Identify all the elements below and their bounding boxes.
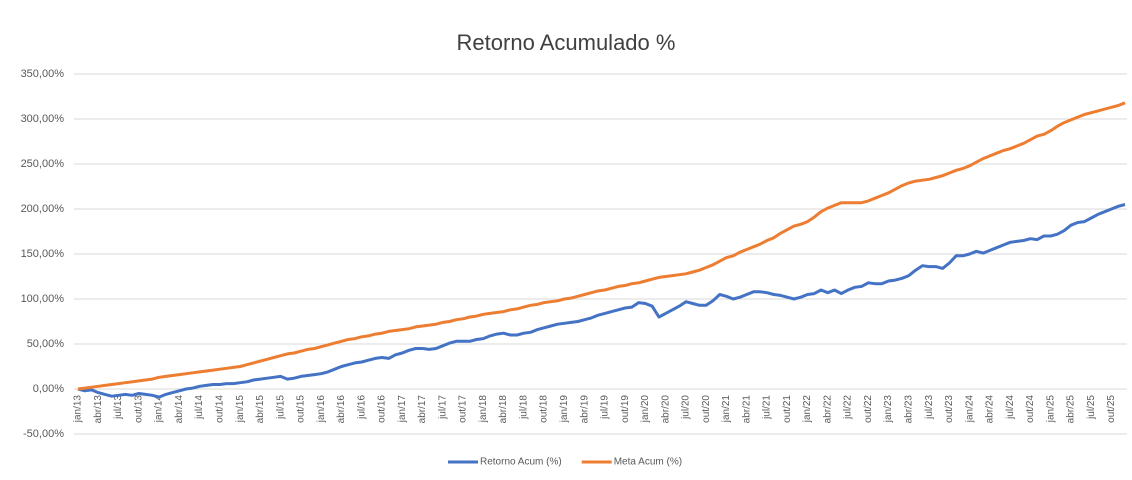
x-tick-label: abr/25 <box>1066 395 1077 424</box>
data-line <box>77 203 1126 399</box>
x-tick-label: jul/14 <box>194 395 205 420</box>
x-tick-label: abr/23 <box>903 395 914 424</box>
x-tick-label: out/17 <box>458 395 469 423</box>
x-tick-label: jul/22 <box>843 395 854 420</box>
x-tick-label: jul/21 <box>762 395 773 420</box>
x-tick-label: abr/18 <box>498 395 509 424</box>
x-tick-label: jan/25 <box>1045 395 1056 424</box>
x-tick-label: abr/21 <box>741 395 752 424</box>
y-tick-label: -50,00% <box>23 428 64 440</box>
x-tick-label: out/24 <box>1025 395 1036 423</box>
x-tick-label: jan/18 <box>478 395 489 424</box>
x-tick-label: out/21 <box>782 395 793 423</box>
x-tick-label: abr/24 <box>985 395 996 424</box>
data-line <box>77 101 1126 391</box>
x-tick-label: abr/19 <box>579 395 590 424</box>
y-tick-label: 0,00% <box>33 383 64 395</box>
y-tick-label: 300,00% <box>21 113 65 125</box>
x-tick-label: jan/21 <box>721 395 732 424</box>
y-tick-label: 200,00% <box>21 203 65 215</box>
x-tick-label: jul/25 <box>1086 395 1097 420</box>
x-tick-label: jan/22 <box>802 395 813 424</box>
x-tick-label: out/14 <box>214 395 225 423</box>
x-tick-label: jan/19 <box>559 395 570 424</box>
y-tick-label: 50,00% <box>27 338 65 350</box>
x-tick-label: jul/15 <box>275 395 286 420</box>
x-tick-label: jan/24 <box>964 395 975 424</box>
x-tick-label: jan/15 <box>235 395 246 424</box>
x-tick-label: out/20 <box>701 395 712 423</box>
legend-label: Retorno Acum (%) <box>480 457 562 468</box>
y-tick-label: 100,00% <box>21 293 65 305</box>
legend-label: Meta Acum (%) <box>614 457 682 468</box>
x-tick-label: jan/16 <box>316 395 327 424</box>
x-tick-label: abr/14 <box>174 395 185 424</box>
x-tick-label: out/22 <box>863 395 874 423</box>
x-tick-label: jul/13 <box>113 395 124 420</box>
x-tick-label: jul/18 <box>518 395 529 420</box>
y-tick-label: 150,00% <box>21 248 65 260</box>
x-tick-label: out/23 <box>944 395 955 423</box>
x-tick-label: abr/17 <box>417 395 428 424</box>
y-tick-label: 250,00% <box>21 158 65 170</box>
x-tick-label: jan/17 <box>397 395 408 424</box>
x-tick-label: jan/14 <box>154 395 165 424</box>
x-tick-label: jul/19 <box>600 395 611 420</box>
x-tick-label: jul/20 <box>681 395 692 420</box>
x-tick-label: out/19 <box>620 395 631 423</box>
x-tick-label: jul/16 <box>356 395 367 420</box>
x-tick-label: abr/22 <box>822 395 833 424</box>
x-tick-label: abr/15 <box>255 395 266 424</box>
x-tick-label: abr/16 <box>336 395 347 424</box>
y-tick-label: 350,00% <box>21 68 65 80</box>
x-tick-label: jul/23 <box>924 395 935 420</box>
x-tick-label: out/15 <box>296 395 307 423</box>
x-tick-label: out/16 <box>377 395 388 423</box>
x-tick-label: jul/24 <box>1005 395 1016 420</box>
chart-title: Retorno Acumulado % <box>457 30 676 55</box>
x-tick-label: out/18 <box>539 395 550 423</box>
x-tick-label: abr/20 <box>660 395 671 424</box>
x-tick-label: jul/17 <box>437 395 448 420</box>
x-tick-label: abr/13 <box>93 395 104 424</box>
x-tick-label: out/25 <box>1106 395 1117 423</box>
x-tick-label: jan/23 <box>883 395 894 424</box>
x-tick-label: out/13 <box>133 395 144 423</box>
x-tick-label: jan/20 <box>640 395 651 424</box>
x-tick-label: jan/13 <box>73 395 84 424</box>
